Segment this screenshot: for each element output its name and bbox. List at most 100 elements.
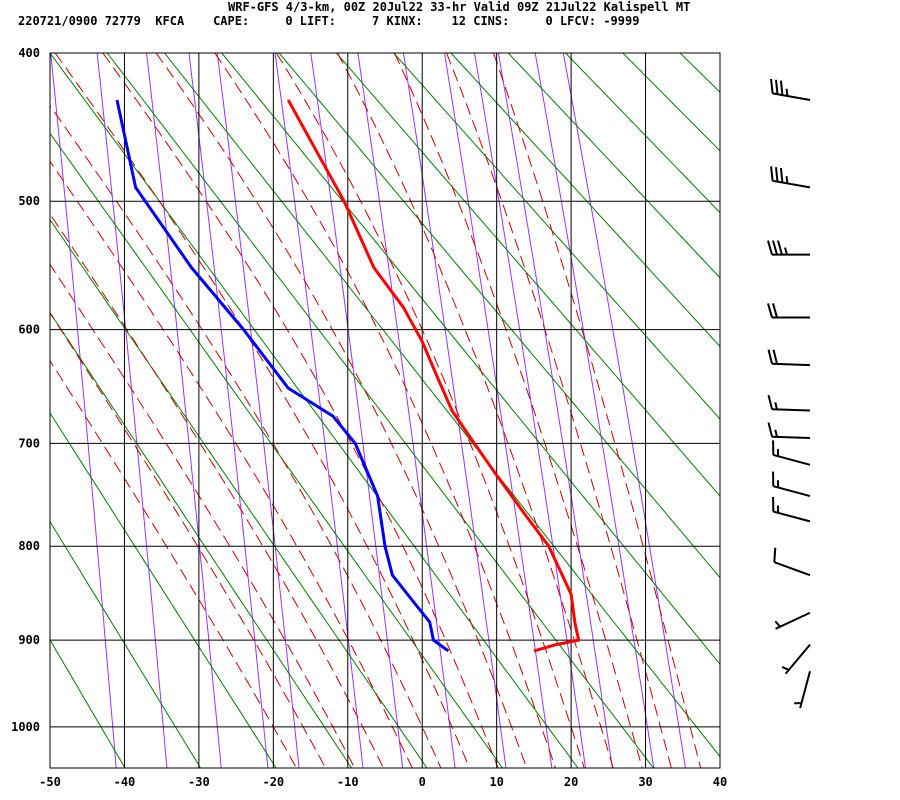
x-tick-label: 0 xyxy=(419,775,426,789)
mixing-ratio-line xyxy=(562,53,686,768)
dry-adiabat-line xyxy=(507,53,720,279)
wind-barb xyxy=(773,547,811,577)
cape-label: CAPE: xyxy=(213,14,250,28)
wind-barb xyxy=(767,349,811,367)
y-tick-label: 800 xyxy=(18,539,40,553)
wind-barb-feather xyxy=(767,394,773,410)
x-tick-label: -50 xyxy=(39,775,61,789)
wind-barb-half-feather xyxy=(785,88,789,97)
wind-barb-staff xyxy=(772,179,811,189)
dry-adiabat-line xyxy=(50,218,428,768)
dry-adiabat-line xyxy=(50,638,126,768)
dry-adiabat-line xyxy=(622,53,720,152)
moist-adiabat-line xyxy=(446,53,672,768)
x-tick-label: 10 xyxy=(489,775,503,789)
wind-barb-half-feather xyxy=(785,176,789,184)
station-id: 220721/0900 72779 KFCA xyxy=(18,14,185,28)
dry-adiabat-line xyxy=(50,53,579,768)
lfcv-value: -9999 xyxy=(603,14,640,28)
wind-barb-staff xyxy=(771,408,811,412)
plot-area xyxy=(50,53,720,768)
x-tick-label: -30 xyxy=(188,775,210,789)
dry-adiabat-line xyxy=(106,53,654,768)
wind-barb-feather xyxy=(779,167,784,183)
wind-barb-staff xyxy=(773,561,811,577)
moist-adiabat-line xyxy=(214,53,556,768)
x-tick-label: 20 xyxy=(564,775,578,789)
cins-label: CINS: xyxy=(473,14,510,28)
wind-barb xyxy=(770,166,811,189)
lfcv-label: LFCV: xyxy=(559,14,597,28)
wind-barb-staff xyxy=(773,453,811,466)
wind-barb-feather xyxy=(772,303,778,318)
mixing-ratio-line xyxy=(96,53,168,768)
dry-adiabat-line xyxy=(164,53,720,758)
wind-barb-staff xyxy=(799,671,811,709)
moist-adiabat-line xyxy=(50,213,384,768)
wind-barb-feather xyxy=(767,240,773,255)
wind-barb xyxy=(767,422,811,440)
moist-adiabat-line xyxy=(50,104,442,768)
wind-barb-staff xyxy=(784,644,811,675)
wind-barb-feather xyxy=(770,166,774,181)
wind-barb xyxy=(781,644,811,675)
wind-barb xyxy=(772,496,811,523)
dewpoint-profile-line xyxy=(115,99,450,653)
wind-barb-feather xyxy=(772,349,778,365)
mixing-ratio-line xyxy=(497,53,613,768)
wind-barb-feather xyxy=(767,422,773,437)
x-tick-label: 40 xyxy=(713,775,727,789)
wind-barb-staff xyxy=(775,611,811,630)
wind-barb-staff xyxy=(771,362,811,367)
dry-adiabat-line xyxy=(50,412,277,768)
x-tick-label: -40 xyxy=(114,775,136,789)
wind-barb-feather xyxy=(772,240,778,255)
wind-barb-feather xyxy=(767,303,773,318)
wind-barb-feather xyxy=(773,547,777,563)
moist-adiabat-line xyxy=(394,53,643,768)
y-tick-label: 600 xyxy=(18,323,40,337)
moist-adiabat-line xyxy=(155,53,528,768)
wind-barb xyxy=(772,471,811,497)
moist-adiabat-line xyxy=(102,53,499,768)
dry-adiabat-line xyxy=(278,53,720,579)
wind-barb xyxy=(772,440,811,466)
wind-barb xyxy=(770,78,811,101)
dry-adiabat-line xyxy=(565,53,720,214)
y-tick-label: 500 xyxy=(18,194,40,208)
lift-label: LIFT: xyxy=(299,14,336,28)
wind-barb-feather xyxy=(770,78,774,94)
moist-adiabat-line xyxy=(275,53,585,768)
wind-barb xyxy=(767,303,810,319)
wind-barbs xyxy=(767,78,811,709)
wind-barb-feather xyxy=(777,240,783,255)
dry-adiabat-line xyxy=(336,53,720,497)
wind-barb-feather xyxy=(774,167,779,182)
mixing-ratio-line xyxy=(146,53,222,768)
wind-barb-staff xyxy=(772,92,811,101)
mixing-ratio-line xyxy=(534,53,655,768)
y-tick-label: 400 xyxy=(18,46,40,60)
y-tick-label: 900 xyxy=(18,633,40,647)
lift-value: 7 xyxy=(372,14,380,28)
mixing-ratio-line xyxy=(474,53,587,768)
wind-barb xyxy=(767,240,810,256)
x-tick-label: -20 xyxy=(262,775,284,789)
wind-barb-half-feather xyxy=(774,402,778,410)
dry-adiabat-line xyxy=(393,53,720,420)
moist-adiabat-line xyxy=(336,53,614,768)
wind-barb-staff xyxy=(773,485,811,497)
dry-adiabat-line xyxy=(221,53,720,666)
wind-barb-half-feather xyxy=(774,429,778,438)
dry-adiabat-line xyxy=(50,132,503,768)
mixing-ratio-line xyxy=(188,53,269,768)
mixing-ratio-line xyxy=(50,53,117,768)
wind-barb-half-feather xyxy=(781,666,790,671)
mixing-ratio-line xyxy=(402,53,507,768)
wind-barb-feather xyxy=(774,79,779,95)
y-tick-label: 700 xyxy=(18,436,40,450)
wind-barb-staff xyxy=(771,435,811,440)
dry-adiabat-line xyxy=(450,53,720,348)
moist-adiabat-line xyxy=(493,53,702,768)
